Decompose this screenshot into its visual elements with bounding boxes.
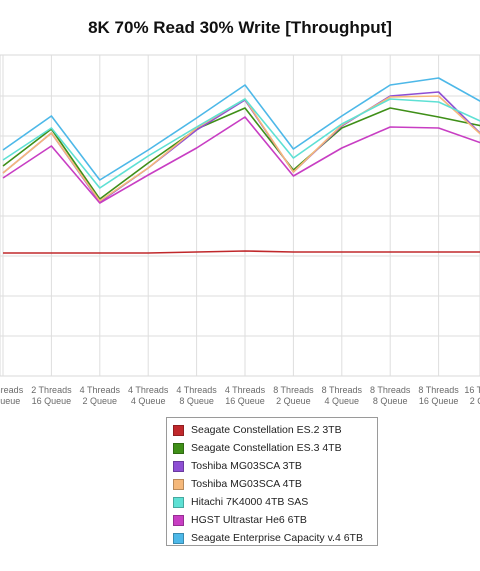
x-tick-label: 4 Threads — [128, 385, 169, 395]
chart-title: 8K 70% Read 30% Write [Throughput] — [88, 18, 392, 37]
series-line — [2, 107, 480, 200]
x-tick-label: 8 Threads — [370, 385, 411, 395]
legend-swatch — [173, 514, 184, 526]
legend-label: HGST Ultrastar He6 6TB — [191, 514, 307, 526]
x-tick-label: 8 Threads — [273, 385, 314, 395]
legend-item: Toshiba MG03SCA 3TB — [173, 457, 377, 475]
x-tick-label: 4 Threads — [225, 385, 266, 395]
x-tick-label: 8 Threads — [322, 385, 363, 395]
legend-swatch — [173, 532, 184, 544]
series-line — [2, 116, 480, 204]
x-tick-label: 16 Threads — [464, 385, 480, 395]
x-tick-label: 8 Queue — [373, 396, 408, 406]
legend-item: Hitachi 7K4000 4TB SAS — [173, 493, 377, 511]
legend-item: Seagate Enterprise Capacity v.4 6TB — [173, 529, 377, 547]
x-tick-label: 16 Queue — [225, 396, 265, 406]
x-tick-label: 8 Threads — [418, 385, 459, 395]
x-tick-label: 2 Threads — [31, 385, 72, 395]
series-lines — [2, 77, 480, 254]
legend-label: Seagate Constellation ES.2 3TB — [191, 424, 342, 436]
x-tick-label: 2 Queue — [470, 396, 480, 406]
legend-item: Seagate Constellation ES.2 3TB — [173, 421, 377, 439]
legend-swatch — [173, 442, 184, 454]
x-tick-label: 4 Threads — [80, 385, 121, 395]
x-tick-label: 4 Threads — [176, 385, 217, 395]
legend-swatch — [173, 460, 184, 472]
legend-swatch — [173, 478, 184, 490]
series-line — [3, 250, 480, 254]
x-tick-label: 2 Threads — [0, 385, 24, 395]
legend-swatch — [173, 424, 184, 436]
x-tick-label: 4 Queue — [325, 396, 360, 406]
legend-swatch — [173, 496, 184, 508]
legend-item: Seagate Constellation ES.3 4TB — [173, 439, 377, 457]
x-tick-label: 8 Queue — [179, 396, 214, 406]
legend-label: Seagate Constellation ES.3 4TB — [191, 442, 342, 454]
series-line — [2, 98, 480, 189]
legend-label: Toshiba MG03SCA 3TB — [191, 460, 302, 472]
plot-frame — [0, 54, 480, 377]
legend: Seagate Constellation ES.2 3TB Seagate Co… — [166, 417, 378, 546]
legend-item: HGST Ultrastar He6 6TB — [173, 511, 377, 529]
legend-item: Toshiba MG03SCA 4TB — [173, 475, 377, 493]
x-tick-label: 16 Queue — [419, 396, 459, 406]
x-tick-label: 16 Queue — [32, 396, 72, 406]
legend-label: Seagate Enterprise Capacity v.4 6TB — [191, 532, 363, 544]
legend-label: Toshiba MG03SCA 4TB — [191, 478, 302, 490]
legend-label: Hitachi 7K4000 4TB SAS — [191, 496, 309, 508]
x-tick-label: 2 Queue — [83, 396, 118, 406]
x-tick-label: 2 Queue — [276, 396, 311, 406]
series-line — [2, 77, 480, 181]
x-tick-label: 4 Queue — [131, 396, 166, 406]
x-tick-label: 8 Queue — [0, 396, 20, 406]
